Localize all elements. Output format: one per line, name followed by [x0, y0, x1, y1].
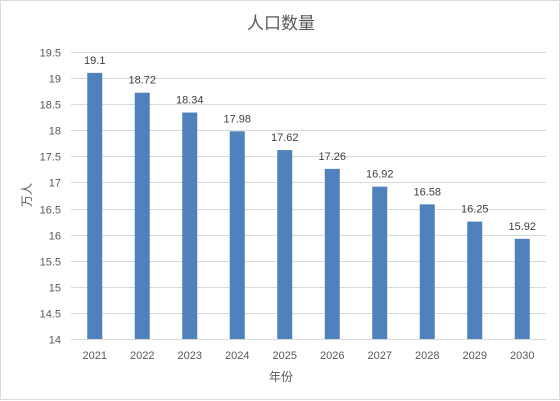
y-tick-label: 17.5 [40, 152, 61, 164]
gridlines [71, 52, 546, 340]
y-tick-label: 14.5 [40, 309, 61, 321]
y-tick-label: 16.5 [40, 205, 61, 217]
data-label: 18.72 [128, 75, 156, 87]
x-tick-label: 2030 [510, 350, 534, 362]
bar [182, 112, 198, 339]
y-tick-label: 14 [49, 335, 61, 347]
bar [277, 150, 293, 339]
data-label: 17.26 [318, 151, 346, 163]
x-axis-ticks: 2021 2022 2023 2024 2025 2026 2027 2028 2029 2030 [83, 350, 535, 362]
x-tick-label: 2021 [83, 350, 107, 362]
data-label: 16.92 [366, 169, 394, 181]
bar [514, 238, 530, 339]
bars [87, 72, 530, 340]
bar [467, 221, 483, 339]
y-tick-label: 15.5 [40, 257, 61, 269]
x-tick-label: 2026 [320, 350, 344, 362]
y-tick-label: 19 [49, 74, 61, 86]
bar [87, 72, 103, 339]
data-label: 15.92 [508, 221, 536, 233]
bar [134, 92, 150, 340]
x-tick-label: 2025 [273, 350, 297, 362]
y-axis-title: 万人 [20, 183, 34, 207]
y-tick-label: 15 [49, 283, 61, 295]
bar [372, 186, 388, 339]
x-tick-label: 2028 [415, 350, 439, 362]
y-tick-label: 19.5 [40, 48, 61, 60]
chart-title: 人口数量 [247, 14, 315, 34]
x-tick-label: 2024 [225, 350, 249, 362]
y-tick-label: 18.5 [40, 100, 61, 112]
y-tick-label: 17 [49, 178, 61, 190]
x-tick-label: 2022 [130, 350, 154, 362]
data-label: 19.1 [84, 55, 105, 67]
data-label: 16.25 [461, 204, 489, 216]
y-tick-label: 18 [49, 126, 61, 138]
bar [324, 168, 340, 339]
bar [229, 131, 245, 339]
y-axis-ticks: 14 14.5 15 15.5 16 16.5 17 17.5 18 18.5 19 19.5 [40, 48, 61, 347]
x-tick-label: 2029 [463, 350, 487, 362]
x-axis-title: 年份 [269, 370, 293, 384]
data-labels: 19.1 18.72 18.34 17.98 17.62 17.26 16.92 16.58 1… [84, 55, 536, 233]
data-label: 17.62 [271, 132, 299, 144]
x-tick-label: 2027 [368, 350, 392, 362]
x-tick-label: 2023 [178, 350, 202, 362]
y-tick-label: 16 [49, 231, 61, 243]
bar [419, 204, 435, 339]
data-label: 16.58 [413, 186, 441, 198]
data-label: 17.98 [223, 113, 251, 125]
data-label: 18.34 [176, 95, 204, 107]
